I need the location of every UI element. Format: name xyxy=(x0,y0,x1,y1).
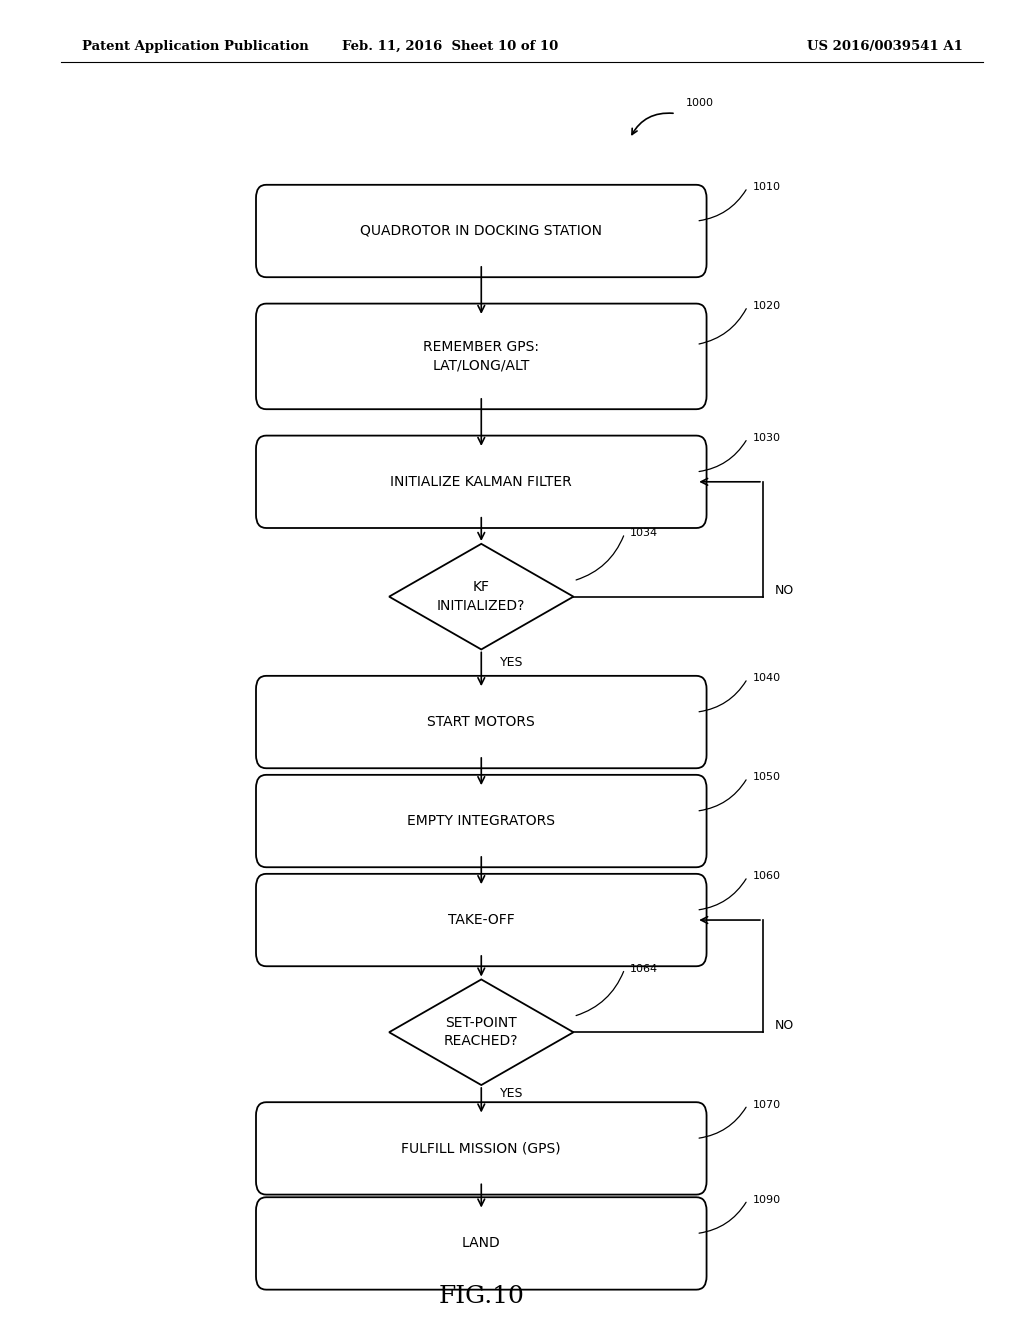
Text: START MOTORS: START MOTORS xyxy=(427,715,536,729)
Text: 1050: 1050 xyxy=(753,772,780,783)
FancyBboxPatch shape xyxy=(256,775,707,867)
Polygon shape xyxy=(389,979,573,1085)
Text: US 2016/0039541 A1: US 2016/0039541 A1 xyxy=(807,40,963,53)
Text: 1070: 1070 xyxy=(753,1100,780,1110)
Text: EMPTY INTEGRATORS: EMPTY INTEGRATORS xyxy=(408,814,555,828)
Text: KF
INITIALIZED?: KF INITIALIZED? xyxy=(437,581,525,612)
Text: QUADROTOR IN DOCKING STATION: QUADROTOR IN DOCKING STATION xyxy=(360,224,602,238)
FancyBboxPatch shape xyxy=(256,1197,707,1290)
Text: LAND: LAND xyxy=(462,1237,501,1250)
Text: FULFILL MISSION (GPS): FULFILL MISSION (GPS) xyxy=(401,1142,561,1155)
Text: 1034: 1034 xyxy=(630,528,657,539)
Text: FIG.10: FIG.10 xyxy=(438,1284,524,1308)
Text: Feb. 11, 2016  Sheet 10 of 10: Feb. 11, 2016 Sheet 10 of 10 xyxy=(342,40,559,53)
Text: 1060: 1060 xyxy=(753,871,780,882)
Text: 1064: 1064 xyxy=(630,964,657,974)
Text: 1010: 1010 xyxy=(753,182,780,193)
Text: YES: YES xyxy=(500,656,523,669)
Text: 1040: 1040 xyxy=(753,673,780,684)
Text: NO: NO xyxy=(775,1019,795,1032)
FancyBboxPatch shape xyxy=(256,874,707,966)
Text: YES: YES xyxy=(500,1088,523,1100)
Text: SET-POINT
REACHED?: SET-POINT REACHED? xyxy=(444,1016,518,1048)
Text: 1090: 1090 xyxy=(753,1195,780,1205)
FancyBboxPatch shape xyxy=(256,676,707,768)
Text: 1020: 1020 xyxy=(753,301,780,312)
Text: REMEMBER GPS:
LAT/LONG/ALT: REMEMBER GPS: LAT/LONG/ALT xyxy=(423,341,540,372)
Text: INITIALIZE KALMAN FILTER: INITIALIZE KALMAN FILTER xyxy=(390,475,572,488)
Text: NO: NO xyxy=(775,583,795,597)
Text: TAKE-OFF: TAKE-OFF xyxy=(447,913,515,927)
Text: 1000: 1000 xyxy=(686,98,714,108)
FancyBboxPatch shape xyxy=(256,185,707,277)
Text: Patent Application Publication: Patent Application Publication xyxy=(82,40,308,53)
Polygon shape xyxy=(389,544,573,649)
FancyBboxPatch shape xyxy=(256,1102,707,1195)
FancyBboxPatch shape xyxy=(256,436,707,528)
Text: 1030: 1030 xyxy=(753,433,780,444)
FancyBboxPatch shape xyxy=(256,304,707,409)
